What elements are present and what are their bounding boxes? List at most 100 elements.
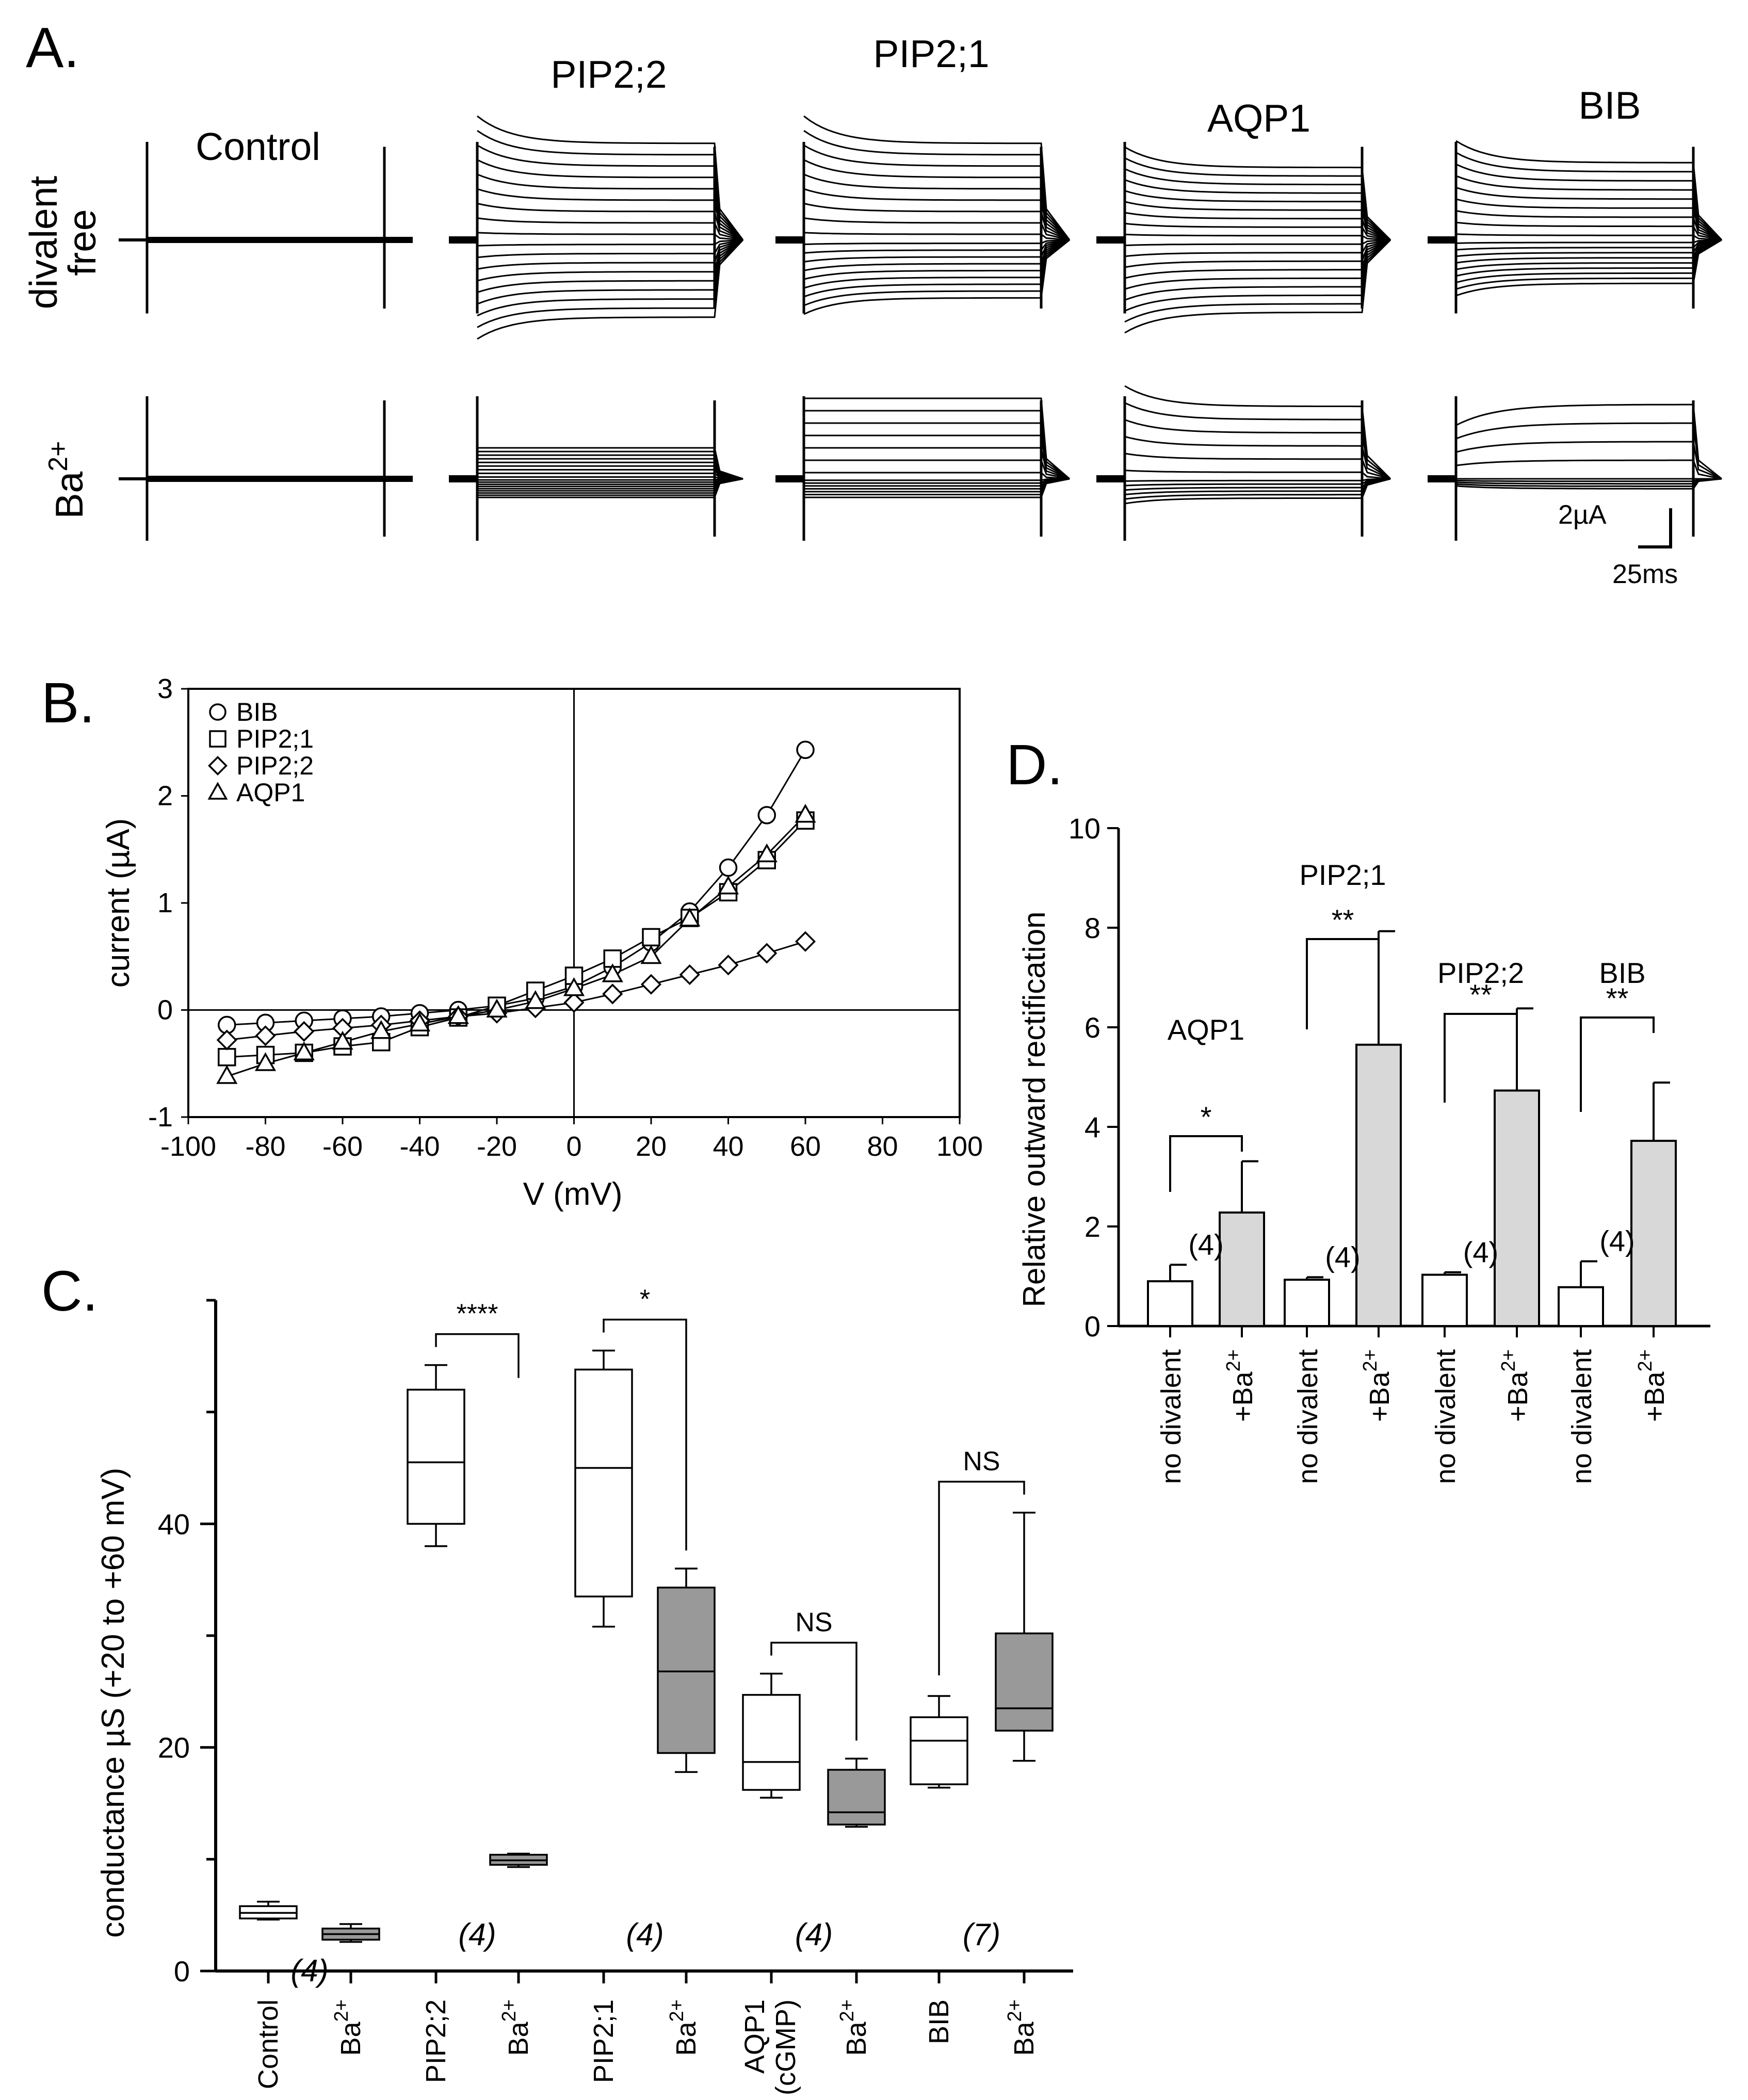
trace-group-bib-ba — [1428, 396, 1722, 541]
sweep — [1455, 198, 1722, 241]
category-label: BIB — [924, 1999, 954, 2044]
sweep — [1124, 478, 1391, 505]
trace-group-aqp1-divalent_free — [1096, 142, 1391, 334]
sweep — [1455, 459, 1722, 480]
n-count-label: (4) — [1599, 1225, 1634, 1257]
sweep — [804, 397, 1070, 480]
category-label-group: no divalent — [1566, 1349, 1597, 1484]
sweep — [1455, 186, 1722, 241]
sweep — [803, 217, 1070, 241]
sweep — [477, 115, 744, 240]
category-label: +Ba2+ — [1634, 1349, 1670, 1422]
sweep — [1455, 152, 1723, 241]
sweep — [803, 239, 1070, 315]
data-point-pip21 — [218, 1048, 236, 1067]
category-label-text: no divalent — [1566, 1349, 1597, 1484]
sweep — [1124, 239, 1391, 247]
sweep — [804, 478, 1070, 495]
box-plot-boxes: Control Ba2+ PIP2;2 Ba2+ PIP2;1 Ba2+ AQP1 (cGMP… — [239, 1349, 1054, 2095]
data-point-aqp1 — [525, 990, 546, 1009]
iv-x-axis-label: V (mV) — [523, 1176, 623, 1212]
category-label-charge: 2+ — [331, 1999, 352, 2022]
sweep — [477, 458, 743, 480]
sweep — [477, 469, 743, 480]
n-count-label: (7) — [963, 1917, 1000, 1952]
sweep — [1455, 239, 1722, 277]
sweep — [1455, 239, 1722, 244]
legend-label: PIP2;2 — [236, 751, 314, 780]
sweep — [477, 239, 743, 270]
sweep — [477, 217, 743, 241]
x-tick-label: 80 — [867, 1131, 898, 1162]
category-label-ba: Ba — [335, 2021, 366, 2056]
n-count-label: (4) — [795, 1917, 833, 1952]
legend-marker-pip22 — [208, 756, 228, 776]
panel-b: B. -100 -80 -60 -40 -20 0 20 40 60 80 100 -1 0 1 2 3 BI… — [41, 671, 983, 1212]
data-point-aqp1 — [486, 998, 508, 1018]
sweep — [1124, 239, 1391, 279]
sweep — [477, 450, 743, 480]
n-count-label: (4) — [1325, 1240, 1360, 1273]
data-point-aqp1 — [370, 1020, 392, 1039]
category-label-group: +Ba2+ — [1634, 1349, 1670, 1422]
legend-label: PIP2;1 — [236, 724, 314, 753]
sweep — [803, 159, 1070, 241]
sweep — [1455, 239, 1722, 251]
data-point-aqp1 — [717, 875, 739, 895]
sweep — [477, 130, 744, 240]
sweep — [477, 472, 743, 480]
sweep — [1455, 403, 1722, 480]
sweep — [1455, 233, 1722, 241]
data-point-bib — [796, 740, 815, 760]
category-label-group: AQP1 (cGMP) — [739, 1999, 801, 2095]
category-label-group: Ba2+ — [836, 1999, 872, 2056]
series-line-pip21 — [226, 820, 806, 1058]
sweep — [804, 472, 1070, 480]
column-title-aqp1: AQP1 — [1207, 96, 1310, 140]
scale-time-label: 25ms — [1612, 559, 1678, 589]
panel-d-letter: D. — [1006, 733, 1063, 797]
sweep — [1124, 190, 1391, 241]
category-label: +Ba2+ — [1223, 1349, 1258, 1422]
sweep — [1455, 210, 1722, 241]
y-tick-label: 0 — [1085, 1310, 1100, 1343]
trace-group-pip22-divalent_free — [449, 115, 744, 340]
bar-pip21-ba — [1355, 1043, 1402, 1327]
category-label-text: no divalent — [1292, 1349, 1323, 1484]
box-aqp1 — [742, 1694, 801, 1791]
significance-bracket — [1169, 1135, 1243, 1192]
category-label-group: PIP2;1 — [588, 1999, 619, 2083]
data-point-aqp1 — [216, 1065, 238, 1084]
category-label-charge: 2+ — [666, 1999, 688, 2022]
significance-label: ** — [1606, 982, 1629, 1014]
significance-label: **** — [457, 1299, 498, 1329]
sweep — [1124, 478, 1391, 482]
legend-label: AQP1 — [236, 778, 305, 807]
series-line-bib — [226, 749, 806, 1026]
category-label: Ba2+ — [666, 1999, 702, 2056]
x-tick-label: 60 — [790, 1131, 821, 1162]
sweep — [1124, 239, 1391, 323]
category-label-ba: Ba — [841, 2021, 872, 2056]
sweep — [803, 232, 1070, 241]
rectification-y-axis-label: Relative outward rectification — [1017, 911, 1051, 1307]
y-tick-label: 20 — [158, 1732, 190, 1764]
data-point-pip22 — [216, 1029, 237, 1051]
x-tick-label: 40 — [713, 1131, 743, 1162]
significance-bracket — [938, 1480, 1025, 1675]
box-pip21-ba — [657, 1587, 716, 1754]
bar-pip21-no-divalent — [1284, 1279, 1330, 1327]
sweep — [477, 478, 743, 490]
scale-bar: 2µA 25ms — [1558, 500, 1678, 589]
bar-bib-ba — [1630, 1140, 1677, 1328]
category-label: AQP1 — [739, 1999, 770, 2074]
sweep — [477, 476, 743, 480]
trace-group-bib-divalent_free — [1428, 140, 1723, 314]
sweep — [477, 478, 743, 494]
data-point-bib — [719, 858, 738, 877]
data-point-pip22 — [718, 955, 739, 976]
category-label-group: no divalent — [1156, 1349, 1187, 1484]
sweep — [477, 173, 743, 241]
